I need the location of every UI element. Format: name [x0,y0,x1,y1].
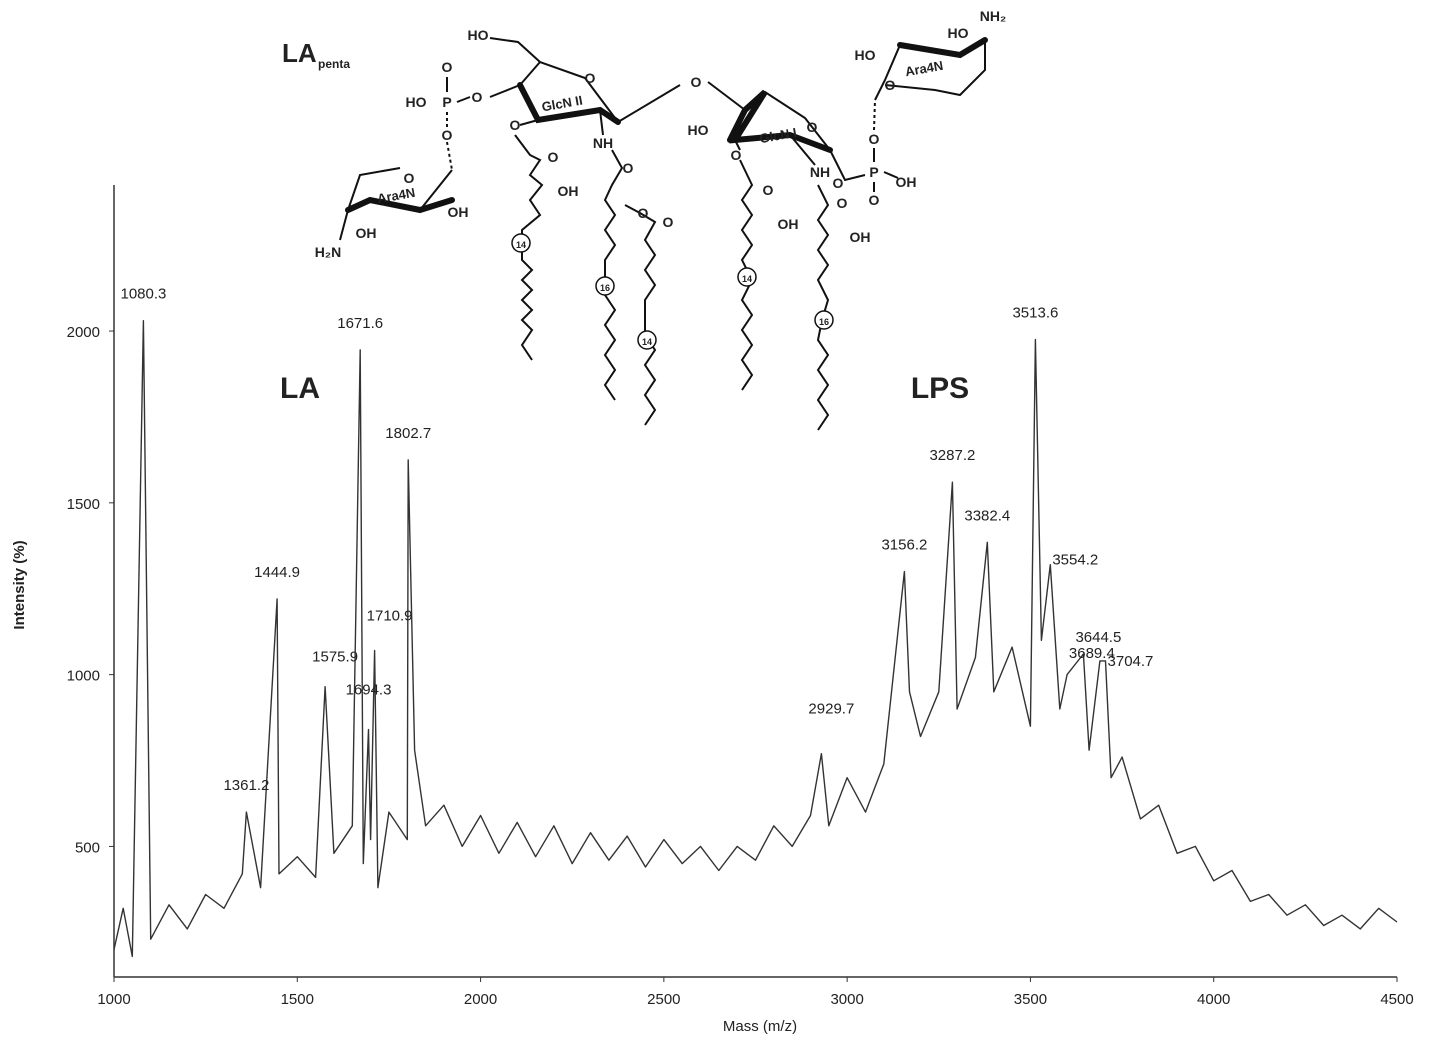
region-label: LA [280,372,320,405]
x-tick-label: 1500 [281,991,314,1008]
structure-label: O [763,182,774,198]
x-tick-label: 4000 [1197,991,1230,1008]
peak-label: 1694.3 [346,682,392,699]
structure-label: NH₂ [980,8,1006,24]
structure-label: 14 [742,274,752,284]
y-tick-label: 1500 [67,496,100,513]
y-tick-label: 1000 [67,668,100,685]
structure-title: LA [282,38,317,68]
x-tick-label: 3000 [830,991,863,1008]
structure-label: O [869,192,880,208]
x-tick-label: 2500 [647,991,680,1008]
structure-label: HO [948,25,969,41]
structure-label: O [691,74,702,90]
structure-label: HO [468,27,489,43]
structure-label: H₂N [315,244,341,260]
peak-label: 3382.4 [964,507,1010,524]
structure-label: 16 [600,283,610,293]
structure-label: O [638,205,649,221]
x-tick-label: 2000 [464,991,497,1008]
structure-label: Ara4N [904,58,944,79]
peak-label: 3644.5 [1075,629,1121,646]
structure-label: Ara4N [376,185,416,206]
structure-label: HO [855,47,876,63]
structure-label: HO [406,94,427,110]
structure-label: HO [688,122,709,138]
structure-label: O [731,147,742,163]
structure-label: O [442,127,453,143]
structure-label: OH [558,183,579,199]
structure-label: O [837,195,848,211]
peak-label: 3689.4 [1069,645,1115,662]
y-tick-label: 500 [75,839,100,856]
structure-label: O [404,170,415,186]
peak-label: 1080.3 [120,286,166,303]
structure-label: 14 [642,337,652,347]
peak-label: 1575.9 [312,649,358,666]
structure-label: 14 [516,240,526,250]
structure-label: O [585,70,596,86]
peak-label: 3287.2 [929,447,975,464]
structure-label: GlcN I [758,125,798,146]
peak-label: 1444.9 [254,564,300,581]
structure-label: OH [356,225,377,241]
structure-label: O [442,59,453,75]
structure-label: O [869,131,880,147]
peak-label: 1671.6 [337,315,383,332]
peak-label: 3156.2 [881,537,927,554]
peak-label: 3513.6 [1012,305,1058,322]
structure-label: O [663,214,674,230]
structure-subtitle: penta [318,57,350,71]
peak-label: 1361.2 [223,777,269,794]
x-tick-label: 4500 [1380,991,1413,1008]
structure-label: OH [778,216,799,232]
structure-label: O [833,175,844,191]
structure-label: O [807,119,818,135]
x-axis-label: Mass (m/z) [723,1018,797,1035]
structure-label: O [885,77,896,93]
structure-label: NH [593,135,613,151]
y-tick-label: 2000 [67,324,100,341]
peak-label: 3554.2 [1052,552,1098,569]
peak-label: 2929.7 [808,701,854,718]
y-axis-label: Intensity (%) [11,540,28,629]
structure-label: O [510,117,521,133]
structure-label: 16 [819,317,829,327]
structure-label: O [472,89,483,105]
peak-label: 1802.7 [385,425,431,442]
region-label: LPS [911,372,969,405]
x-tick-label: 3500 [1014,991,1047,1008]
structure-label: OH [448,204,469,220]
structure-label: O [623,160,634,176]
structure-label: GlcN II [541,93,584,115]
peak-label: 1710.9 [367,608,413,625]
x-tick-label: 1000 [97,991,130,1008]
spectrum-line [113,320,1398,958]
structure-label: OH [896,174,917,190]
structure-label: P [869,164,878,180]
structure-label: P [442,94,451,110]
peak-label: 3704.7 [1108,653,1154,670]
structure-label: NH [810,164,830,180]
structure-label: O [548,149,559,165]
structure-label: OH [850,229,871,245]
